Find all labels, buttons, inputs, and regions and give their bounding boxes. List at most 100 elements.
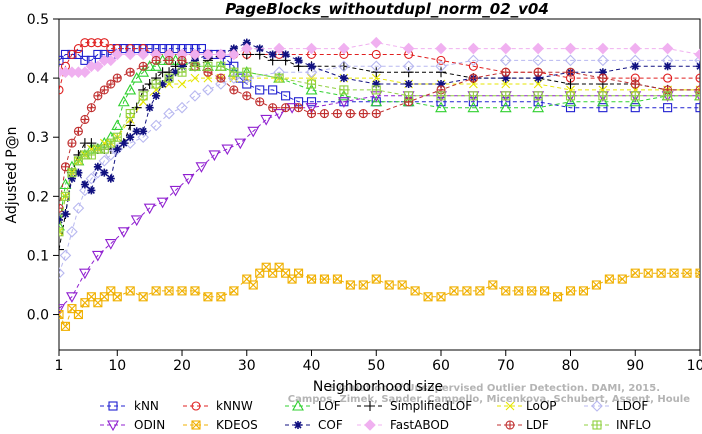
- data-point-ldf: [501, 67, 511, 77]
- plot-area: 1 10 20 30 40 50 60 70 80 90 100 0.0 0.1 0.2 0.3 0.4 0.5: [27, 12, 702, 374]
- legend-label: INFLO: [616, 418, 651, 432]
- data-point-kdeos: [358, 280, 368, 290]
- data-point-cof: [190, 56, 199, 65]
- data-point-kdeos: [488, 280, 498, 290]
- data-point-inflo: [125, 109, 135, 119]
- plot-frame: [58, 18, 701, 351]
- data-point-cof: [126, 133, 135, 142]
- data-point-cof: [67, 174, 76, 183]
- data-point-lof: [111, 119, 124, 130]
- y-tick-label: 0.2: [27, 189, 49, 205]
- data-point-lof: [150, 60, 163, 71]
- data-point-ldof: [124, 137, 137, 149]
- series-kdeos: [59, 262, 700, 331]
- data-point-cof: [294, 56, 303, 65]
- legend-item-kdeos: KDEOS: [183, 418, 258, 432]
- data-point-lof: [596, 95, 609, 107]
- data-point-ldof: [435, 60, 447, 73]
- data-point-cof: [178, 62, 187, 71]
- data-point-ldf: [138, 61, 148, 71]
- data-point-inflo: [106, 138, 116, 148]
- data-point-loop: [190, 73, 200, 83]
- data-point-kdeos: [248, 280, 258, 290]
- data-point-knn: [565, 103, 576, 113]
- data-point-simplifiedlof: [125, 120, 136, 131]
- legend-label: COF: [318, 418, 343, 432]
- data-point-ldof: [66, 226, 78, 238]
- data-point-kdeos: [630, 268, 640, 278]
- series-fastabod: [59, 36, 700, 78]
- data-point-inflo: [73, 156, 83, 166]
- data-point-cof: [113, 145, 122, 154]
- legend-marker: [108, 401, 118, 411]
- data-point-ldf: [106, 79, 116, 89]
- data-point-knn: [306, 97, 317, 107]
- data-point-ldof: [72, 202, 85, 214]
- data-point-ldof: [370, 60, 383, 73]
- x-tick-label: 70: [497, 358, 515, 374]
- y-tick-label: 0.1: [27, 248, 49, 264]
- data-point-knn: [196, 44, 206, 54]
- data-point-kdeos: [514, 286, 524, 296]
- data-point-knnw: [86, 38, 96, 48]
- data-point-kdeos: [578, 286, 589, 296]
- data-point-knnw: [468, 61, 478, 71]
- data-point-kdeos: [332, 274, 342, 284]
- data-point-inflo: [663, 91, 673, 101]
- data-point-cof: [132, 127, 141, 136]
- data-point-kdeos: [462, 286, 472, 296]
- data-point-lof: [532, 101, 545, 113]
- legend-item-knnw: kNNW: [183, 399, 253, 413]
- series-line-inflo: [59, 65, 700, 232]
- legend-marker: [294, 421, 302, 429]
- data-point-ldf: [255, 97, 265, 107]
- data-point-fastabod: [435, 42, 447, 55]
- data-point-inflo: [695, 91, 700, 101]
- data-point-knn: [695, 103, 700, 113]
- data-point-knn: [222, 55, 232, 65]
- data-point-kdeos: [656, 268, 666, 278]
- data-point-fastabod: [338, 42, 350, 55]
- data-point-ldof: [305, 66, 318, 78]
- data-point-cof: [598, 68, 607, 77]
- data-point-fastabod: [564, 42, 577, 55]
- data-point-cof: [93, 162, 102, 171]
- data-point-lof: [337, 89, 350, 101]
- data-point-fastabod: [597, 42, 609, 55]
- legend-label: FastABOD: [390, 418, 449, 432]
- data-point-ldof: [85, 172, 98, 185]
- data-point-odin: [182, 174, 195, 185]
- data-point-fastabod: [402, 42, 415, 55]
- data-point-knnw: [73, 44, 83, 54]
- legend-label: LDOF: [616, 399, 648, 413]
- legend-label: kNNW: [216, 399, 253, 413]
- data-point-fastabod: [532, 42, 544, 55]
- data-point-loop: [566, 85, 575, 95]
- data-point-odin: [260, 114, 273, 126]
- y-tick-label: 0.3: [27, 130, 49, 146]
- data-point-ldf: [177, 55, 187, 65]
- data-point-cof: [268, 50, 277, 59]
- data-point-ldf: [306, 109, 317, 119]
- data-point-kdeos: [423, 292, 433, 302]
- data-point-kdeos: [190, 286, 200, 296]
- data-point-odin: [78, 268, 91, 280]
- data-point-ldf: [151, 55, 161, 65]
- data-point-kdeos: [151, 286, 161, 296]
- data-point-knn: [145, 44, 155, 54]
- data-point-cof: [696, 62, 700, 71]
- data-point-cof: [242, 38, 251, 47]
- data-point-knnw: [436, 55, 446, 65]
- data-point-kdeos: [59, 309, 64, 320]
- data-point-fastabod: [661, 42, 674, 55]
- data-point-knn: [59, 55, 64, 65]
- data-point-kdeos: [553, 292, 563, 302]
- data-point-kdeos: [125, 286, 135, 296]
- data-point-fastabod: [137, 48, 149, 61]
- data-point-simplifiedlof: [59, 244, 64, 255]
- data-point-inflo: [501, 91, 511, 101]
- data-point-fastabod: [111, 48, 124, 61]
- data-point-kdeos: [60, 321, 71, 331]
- data-point-knnw: [93, 38, 103, 48]
